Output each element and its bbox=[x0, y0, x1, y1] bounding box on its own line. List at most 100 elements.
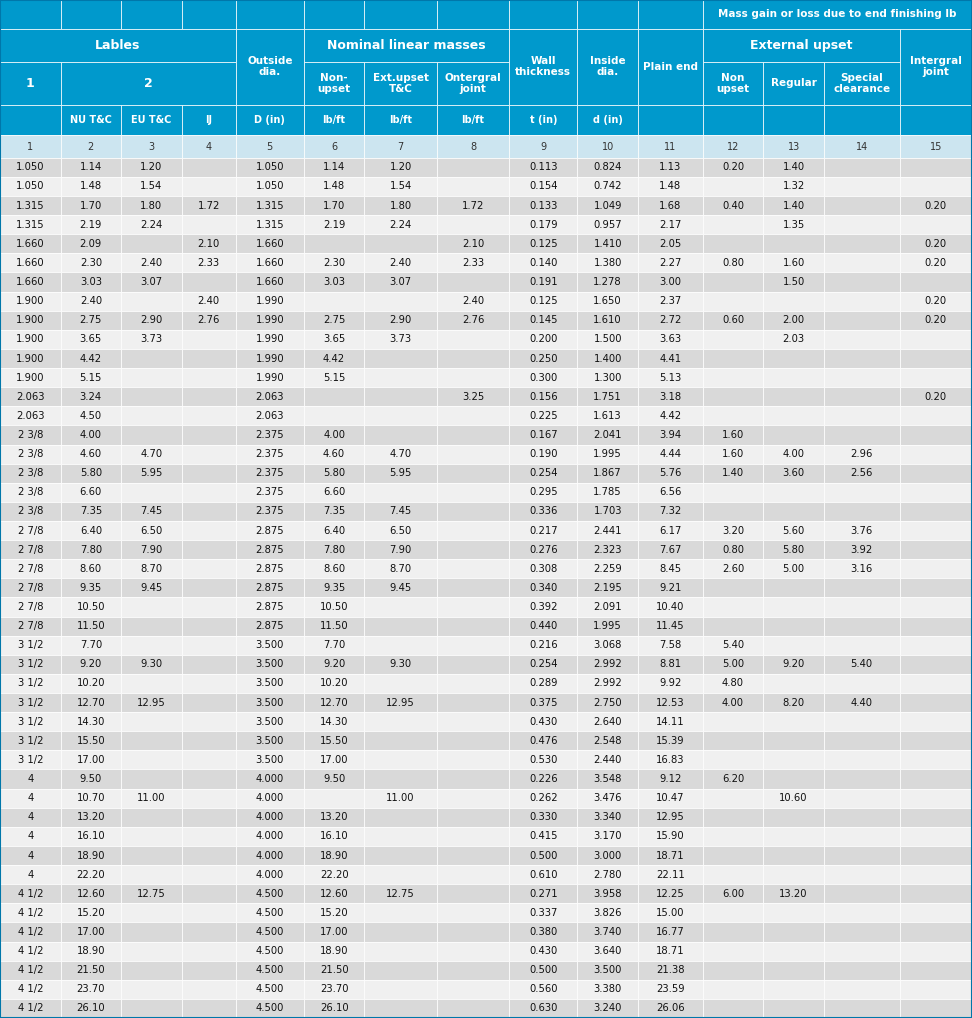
Bar bbox=[638, 177, 703, 196]
Bar bbox=[0, 369, 60, 387]
Text: 1.900: 1.900 bbox=[16, 334, 45, 344]
Bar bbox=[638, 135, 703, 158]
Text: 5.00: 5.00 bbox=[722, 660, 745, 670]
Bar bbox=[60, 598, 122, 617]
Bar bbox=[638, 942, 703, 961]
Bar bbox=[0, 177, 60, 196]
Bar bbox=[364, 541, 436, 559]
Bar bbox=[899, 770, 972, 789]
Bar bbox=[235, 578, 304, 598]
Bar bbox=[182, 291, 235, 310]
Bar bbox=[122, 426, 182, 445]
Text: 8.45: 8.45 bbox=[659, 564, 681, 574]
Bar bbox=[703, 942, 763, 961]
Text: lb/ft: lb/ft bbox=[389, 115, 412, 125]
Text: 23.70: 23.70 bbox=[77, 984, 105, 995]
Text: 1: 1 bbox=[26, 77, 35, 90]
Bar bbox=[182, 559, 235, 578]
Text: 2.24: 2.24 bbox=[140, 220, 162, 230]
Bar bbox=[703, 463, 763, 483]
Bar bbox=[436, 922, 509, 942]
Bar bbox=[60, 559, 122, 578]
Bar bbox=[235, 961, 304, 979]
Text: 2.40: 2.40 bbox=[390, 258, 412, 268]
Bar bbox=[60, 502, 122, 521]
Bar bbox=[235, 426, 304, 445]
Text: 0.60: 0.60 bbox=[722, 316, 745, 326]
Text: 0.500: 0.500 bbox=[529, 965, 558, 975]
Bar bbox=[235, 750, 304, 770]
Text: 9.35: 9.35 bbox=[80, 583, 102, 592]
Bar bbox=[304, 598, 364, 617]
Bar bbox=[703, 445, 763, 463]
Text: 4 1/2: 4 1/2 bbox=[17, 908, 43, 918]
Bar bbox=[703, 903, 763, 922]
Bar bbox=[436, 979, 509, 999]
Bar bbox=[899, 158, 972, 177]
Bar bbox=[824, 62, 899, 105]
Bar bbox=[304, 885, 364, 903]
Text: 0.125: 0.125 bbox=[529, 296, 558, 306]
Bar bbox=[899, 713, 972, 731]
Bar bbox=[304, 903, 364, 922]
Text: 3.76: 3.76 bbox=[850, 525, 873, 535]
Text: 4: 4 bbox=[27, 812, 33, 823]
Text: 6.60: 6.60 bbox=[80, 488, 102, 498]
Bar bbox=[60, 253, 122, 273]
Bar bbox=[703, 559, 763, 578]
Text: 0.254: 0.254 bbox=[529, 660, 558, 670]
Text: 3: 3 bbox=[149, 142, 155, 152]
Bar bbox=[436, 731, 509, 750]
Bar bbox=[436, 865, 509, 885]
Bar bbox=[60, 369, 122, 387]
Text: 3.500: 3.500 bbox=[256, 640, 284, 651]
Text: 4.000: 4.000 bbox=[256, 774, 284, 784]
Bar bbox=[638, 330, 703, 349]
Text: 3.65: 3.65 bbox=[323, 334, 345, 344]
Text: 1.80: 1.80 bbox=[140, 201, 162, 211]
Text: 14.30: 14.30 bbox=[77, 717, 105, 727]
Bar bbox=[509, 135, 577, 158]
Bar bbox=[304, 789, 364, 807]
Bar bbox=[122, 807, 182, 827]
Text: 15.39: 15.39 bbox=[656, 736, 684, 746]
Bar bbox=[304, 196, 364, 215]
Text: 16.77: 16.77 bbox=[656, 927, 684, 937]
Text: 1.315: 1.315 bbox=[256, 220, 284, 230]
Bar bbox=[703, 387, 763, 406]
Bar bbox=[364, 369, 436, 387]
Text: 4: 4 bbox=[27, 832, 33, 842]
Bar bbox=[0, 330, 60, 349]
Bar bbox=[763, 713, 824, 731]
Bar bbox=[0, 789, 60, 807]
Text: 2.40: 2.40 bbox=[197, 296, 220, 306]
Text: 2.37: 2.37 bbox=[659, 296, 681, 306]
Text: 1.990: 1.990 bbox=[256, 353, 284, 363]
Bar bbox=[899, 674, 972, 693]
Bar bbox=[60, 635, 122, 655]
Text: 0.415: 0.415 bbox=[529, 832, 558, 842]
Bar bbox=[364, 406, 436, 426]
Bar bbox=[763, 541, 824, 559]
Text: 0.630: 0.630 bbox=[529, 1004, 558, 1014]
Bar bbox=[436, 483, 509, 502]
Bar bbox=[60, 541, 122, 559]
Bar bbox=[824, 731, 899, 750]
Bar bbox=[304, 406, 364, 426]
Bar bbox=[0, 807, 60, 827]
Bar bbox=[235, 463, 304, 483]
Bar bbox=[577, 541, 638, 559]
Bar bbox=[638, 483, 703, 502]
Bar bbox=[763, 310, 824, 330]
Bar bbox=[182, 903, 235, 922]
Text: Lables: Lables bbox=[95, 39, 141, 52]
Bar bbox=[763, 885, 824, 903]
Bar bbox=[436, 463, 509, 483]
Text: 2 7/8: 2 7/8 bbox=[17, 545, 43, 555]
Bar bbox=[899, 426, 972, 445]
Bar bbox=[0, 406, 60, 426]
Bar bbox=[509, 903, 577, 922]
Text: 10.60: 10.60 bbox=[780, 793, 808, 803]
Bar bbox=[436, 273, 509, 291]
Text: 7.58: 7.58 bbox=[659, 640, 681, 651]
